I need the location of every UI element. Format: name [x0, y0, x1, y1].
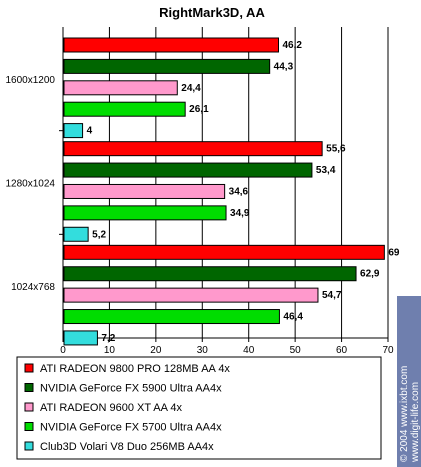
bar — [63, 141, 323, 157]
chart-title: RightMark3D, AA — [159, 5, 265, 20]
legend-box — [16, 356, 382, 460]
x-tick-label: 50 — [290, 345, 302, 356]
category-label: 1600x1200 — [6, 75, 56, 86]
category-label: 1280x1024 — [6, 179, 56, 190]
bar — [63, 123, 84, 139]
plot-area — [63, 27, 388, 338]
bar — [63, 183, 226, 199]
data-label: 26,1 — [189, 104, 209, 115]
legend-swatch — [24, 383, 34, 392]
x-tick-label: 60 — [336, 345, 348, 356]
data-label: 55,6 — [326, 144, 346, 155]
data-label: 7,2 — [101, 333, 115, 344]
legend-label: Club3D Volari V8 Duo 256MB AA4x — [40, 441, 214, 453]
bar — [63, 226, 89, 242]
x-tick-label: 40 — [243, 345, 255, 356]
legend-label: ATI RADEON 9600 XT AA 4x — [40, 402, 183, 414]
data-label: 62,9 — [360, 269, 380, 280]
x-tick-labels: 0 10 20 30 40 50 60 70 — [60, 338, 394, 356]
legend-swatch — [24, 363, 34, 373]
bar — [63, 37, 279, 53]
watermark-line2: www.digit-life.com — [410, 382, 421, 463]
bars: 46,2 44,3 24,4 26,1 4 55,6 53,4 34,6 34,9 5,2 69 62… — [63, 37, 400, 346]
legend: ATI RADEON 9800 PRO 128MB AA 4x NVIDIA Ge… — [24, 363, 230, 453]
x-tick-label: 0 — [60, 345, 66, 356]
category-labels: 1600x1200 1280x1024 1024x768 — [6, 75, 63, 293]
bar — [63, 80, 178, 96]
legend-swatch — [24, 441, 34, 451]
bar — [63, 205, 227, 221]
bar — [63, 58, 271, 74]
watermark-band — [397, 296, 421, 467]
data-label: 53,4 — [316, 165, 336, 176]
gridlines — [62, 27, 389, 339]
x-tick-label: 30 — [197, 345, 209, 356]
watermark-line1: © 2004 www.ixbt.com — [399, 366, 410, 462]
data-label: 24,4 — [181, 83, 201, 94]
watermark: © 2004 www.ixbt.com www.digit-life.com — [397, 296, 421, 467]
bar — [63, 101, 186, 117]
x-tick-label: 70 — [382, 345, 394, 356]
bar — [63, 162, 313, 178]
data-label: 54,7 — [322, 290, 342, 301]
x-tick-label: 20 — [150, 345, 162, 356]
data-label: 34,9 — [230, 208, 250, 219]
bar — [63, 330, 98, 346]
bar — [63, 309, 280, 325]
legend-label: NVIDIA GeForce FX 5900 Ultra AA4x — [40, 383, 222, 395]
data-label: 5,2 — [92, 229, 106, 240]
data-label: 69 — [388, 247, 400, 258]
bar — [63, 266, 357, 282]
data-label: 34,6 — [229, 186, 249, 197]
legend-swatch — [24, 422, 34, 431]
legend-label: ATI RADEON 9800 PRO 128MB AA 4x — [40, 363, 230, 375]
data-label: 4 — [87, 126, 93, 137]
bar — [63, 287, 319, 303]
legend-swatch — [24, 402, 34, 412]
data-label: 46,4 — [283, 312, 303, 323]
legend-label: NVIDIA GeForce FX 5700 Ultra AA4x — [40, 422, 222, 434]
bar — [63, 244, 385, 260]
x-tick-label: 10 — [104, 345, 116, 356]
data-label: 46,2 — [283, 40, 303, 51]
data-label: 44,3 — [274, 61, 294, 72]
category-label: 1024x768 — [11, 282, 55, 293]
